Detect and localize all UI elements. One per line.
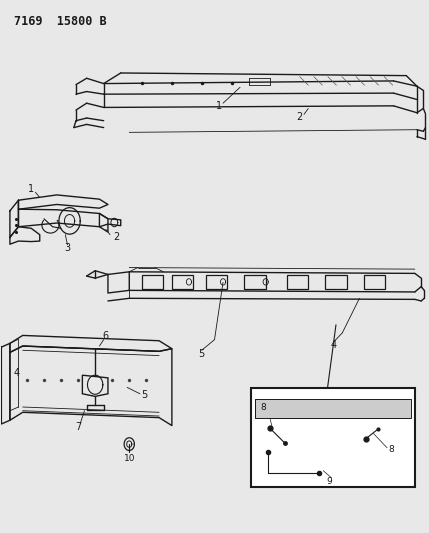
Text: 2: 2: [113, 232, 120, 243]
Polygon shape: [82, 375, 108, 397]
Text: 1: 1: [216, 101, 222, 111]
Text: 4: 4: [331, 340, 337, 350]
Text: 1: 1: [28, 184, 34, 194]
Polygon shape: [172, 275, 193, 289]
Bar: [251, 389, 415, 487]
Text: 7169  15800 B: 7169 15800 B: [14, 14, 107, 28]
Text: 10: 10: [124, 455, 135, 464]
Polygon shape: [245, 275, 266, 289]
Text: 8: 8: [261, 402, 266, 411]
Text: 7: 7: [75, 422, 81, 432]
Polygon shape: [325, 275, 347, 289]
Text: 5: 5: [141, 390, 147, 400]
Text: 8: 8: [389, 445, 394, 454]
Polygon shape: [255, 399, 411, 418]
Text: 4: 4: [13, 368, 19, 377]
Text: 9: 9: [327, 477, 332, 486]
Polygon shape: [287, 275, 308, 289]
Text: 2: 2: [296, 112, 303, 122]
Text: 6: 6: [103, 332, 109, 342]
Polygon shape: [206, 275, 227, 289]
Polygon shape: [364, 275, 385, 289]
Text: 5: 5: [199, 349, 205, 359]
Polygon shape: [142, 275, 163, 289]
Text: 3: 3: [64, 243, 70, 253]
